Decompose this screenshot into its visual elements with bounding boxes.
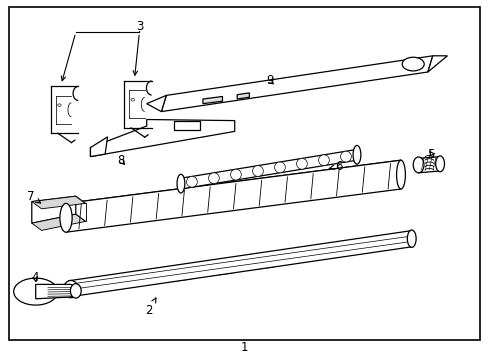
Polygon shape <box>90 120 234 157</box>
Text: 7: 7 <box>26 190 41 203</box>
Ellipse shape <box>401 57 423 71</box>
Text: 2: 2 <box>145 298 156 317</box>
Ellipse shape <box>70 284 81 298</box>
Polygon shape <box>36 284 76 299</box>
Text: 3: 3 <box>135 21 143 33</box>
Ellipse shape <box>407 230 415 247</box>
Polygon shape <box>181 149 356 189</box>
Ellipse shape <box>296 158 306 169</box>
Text: 4: 4 <box>31 271 39 284</box>
Ellipse shape <box>186 176 197 187</box>
Ellipse shape <box>14 278 58 305</box>
Polygon shape <box>32 196 76 223</box>
Ellipse shape <box>352 145 360 164</box>
Text: 9: 9 <box>265 75 273 87</box>
Text: 1: 1 <box>240 341 248 354</box>
Ellipse shape <box>318 155 329 166</box>
Circle shape <box>131 99 134 101</box>
Ellipse shape <box>412 157 423 173</box>
Ellipse shape <box>274 162 285 173</box>
Polygon shape <box>68 230 412 297</box>
Ellipse shape <box>396 160 405 189</box>
Polygon shape <box>146 95 166 112</box>
Ellipse shape <box>435 156 444 172</box>
Ellipse shape <box>230 169 241 180</box>
Polygon shape <box>32 196 85 209</box>
Polygon shape <box>66 160 400 232</box>
Polygon shape <box>203 96 222 104</box>
Ellipse shape <box>252 166 263 176</box>
Polygon shape <box>32 214 85 230</box>
Text: 6: 6 <box>328 160 342 173</box>
Ellipse shape <box>177 174 184 193</box>
Text: 8: 8 <box>117 154 125 167</box>
Circle shape <box>58 104 61 107</box>
Polygon shape <box>237 93 249 99</box>
Polygon shape <box>90 137 107 157</box>
Ellipse shape <box>340 151 350 162</box>
Ellipse shape <box>63 280 78 298</box>
FancyBboxPatch shape <box>173 121 200 130</box>
Polygon shape <box>417 157 439 173</box>
Ellipse shape <box>60 203 72 232</box>
Text: 5: 5 <box>427 148 434 161</box>
Polygon shape <box>66 160 400 211</box>
Ellipse shape <box>208 173 219 184</box>
Polygon shape <box>427 56 447 72</box>
Polygon shape <box>161 56 432 112</box>
